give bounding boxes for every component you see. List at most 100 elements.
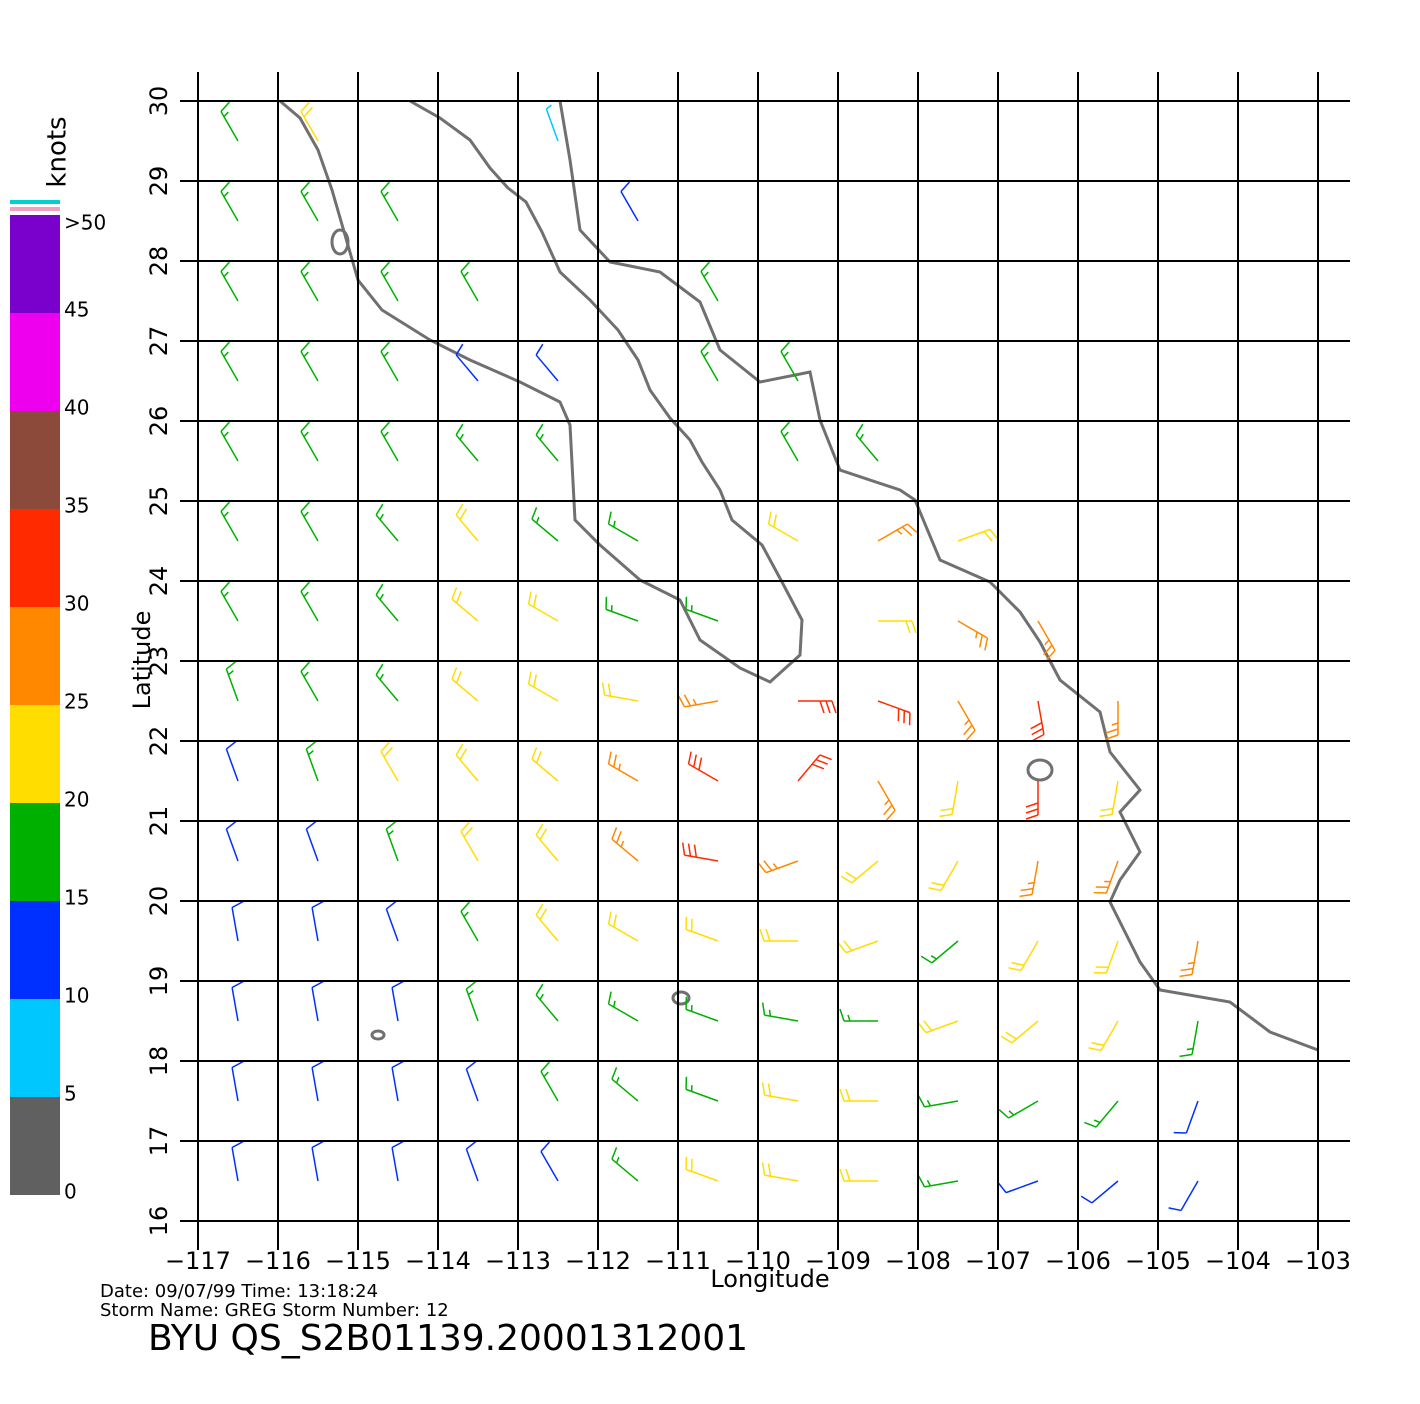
colorbar-band — [10, 313, 60, 411]
wind-barb — [1025, 781, 1039, 820]
x-tick-label: −116 — [245, 1247, 311, 1275]
wind-barb — [920, 940, 959, 964]
wind-barb — [957, 528, 999, 542]
colorbar-band — [10, 999, 60, 1097]
colorbar-label: 45 — [64, 298, 89, 322]
x-axis-label: Longitude — [710, 1265, 829, 1293]
x-tick-label: −109 — [805, 1247, 871, 1275]
y-tick-label: 21 — [145, 806, 173, 837]
x-tick-label: −107 — [965, 1247, 1031, 1275]
coastline — [558, 100, 1319, 1052]
wind-barb — [451, 587, 479, 622]
colorbar-label: 0 — [64, 1180, 77, 1204]
wind-barb — [220, 261, 239, 302]
wind-barb — [685, 916, 719, 942]
wind-barb — [917, 1175, 959, 1188]
wind-barb — [957, 620, 989, 651]
colorbar-band — [10, 705, 60, 803]
wind-barb — [451, 667, 479, 702]
y-tick-label: 17 — [145, 1126, 173, 1157]
y-tick-label: 16 — [145, 1206, 173, 1237]
wind-barb — [300, 261, 319, 302]
wind-barb — [607, 511, 639, 542]
x-tick-label: −112 — [565, 1247, 631, 1275]
wind-barb — [231, 900, 244, 942]
wind-barb — [527, 591, 559, 622]
wind-barb — [300, 101, 319, 142]
wind-barb — [1093, 860, 1119, 894]
y-tick-label: 22 — [145, 726, 173, 757]
y-tick-label: 26 — [145, 406, 173, 437]
wind-barb — [1088, 1020, 1119, 1052]
wind-barb — [391, 980, 404, 1022]
x-tick-label: −113 — [485, 1247, 551, 1275]
wind-barb — [531, 507, 559, 542]
wind-barb — [1008, 940, 1039, 972]
wind-barb — [231, 980, 244, 1022]
wind-barb — [687, 751, 719, 782]
wind-barb — [535, 903, 559, 942]
wind-barb — [780, 421, 799, 462]
wind-barb — [305, 740, 319, 782]
wind-barb — [300, 421, 319, 462]
wind-barb — [767, 511, 799, 542]
colorbar-label: 20 — [64, 788, 89, 812]
wind-barb — [465, 1060, 479, 1102]
wind-barb — [1030, 700, 1045, 742]
wind-barb — [535, 343, 559, 382]
colorbar-band — [10, 803, 60, 901]
y-axis-label: Latitude — [128, 611, 156, 710]
wind-barb — [685, 596, 719, 622]
colorbar-band — [10, 411, 60, 509]
footer-date: Date: 09/07/99 Time: 13:18:24 — [100, 1281, 378, 1302]
colorbar-cap — [10, 200, 60, 204]
wind-barb — [761, 1002, 799, 1022]
footer-storm: Storm Name: GREG Storm Number: 12 — [100, 1300, 449, 1321]
wind-barb — [839, 1088, 878, 1102]
wind-barb — [611, 1067, 639, 1102]
wind-barb — [1080, 1180, 1119, 1204]
wind-barb — [375, 663, 399, 702]
wind-barb — [455, 423, 479, 462]
wind-barb — [300, 661, 319, 702]
wind-barb — [300, 181, 319, 222]
wind-barb — [545, 104, 559, 142]
wind-barb — [611, 1147, 639, 1182]
y-tick-label: 20 — [145, 886, 173, 917]
island — [1026, 758, 1054, 782]
colorbar-label: 5 — [64, 1082, 77, 1106]
wind-barb — [225, 660, 239, 702]
wind-barb — [455, 743, 479, 782]
wind-barb — [997, 1180, 1039, 1194]
wind-barb — [220, 181, 239, 222]
wind-barb — [385, 820, 399, 862]
wind-barb — [1173, 1100, 1199, 1134]
island — [330, 228, 350, 256]
wind-barb — [540, 1141, 559, 1182]
wind-barb — [840, 860, 879, 884]
wind-barb — [385, 900, 399, 942]
wind-barb — [759, 928, 798, 942]
colorbar-band — [10, 901, 60, 999]
wind-barb — [1179, 1020, 1199, 1058]
colorbar-label: 25 — [64, 690, 89, 714]
colorbar-band — [10, 215, 60, 313]
colorbar-label: 40 — [64, 396, 89, 420]
wind-barb — [220, 421, 239, 462]
wind-barb — [700, 261, 719, 302]
wind-barb — [300, 341, 319, 382]
colorbar-band — [10, 607, 60, 705]
wind-barb — [231, 1140, 244, 1182]
wind-barb — [611, 827, 639, 862]
x-tick-label: −111 — [645, 1247, 711, 1275]
wind-barb — [535, 423, 559, 462]
wind-barb — [535, 983, 559, 1022]
colorbar-label: 15 — [64, 886, 89, 910]
y-tick-label: 25 — [145, 486, 173, 517]
wind-barb — [375, 583, 399, 622]
wind-barb — [391, 1140, 404, 1182]
wind-barb — [380, 741, 399, 782]
island — [370, 1029, 386, 1041]
wind-barb — [761, 1162, 799, 1182]
